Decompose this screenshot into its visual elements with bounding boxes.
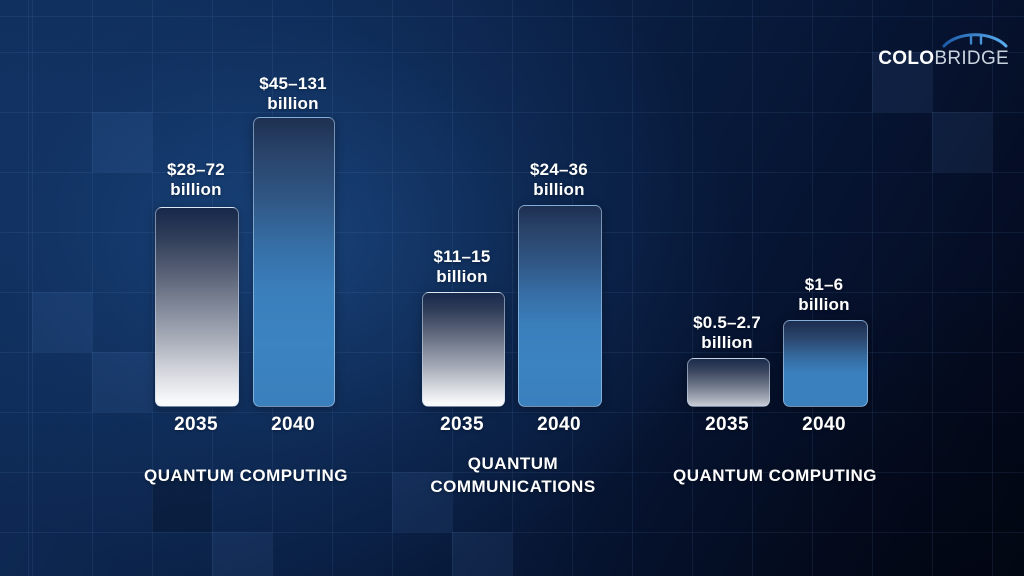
quantum-computing2-2035-bar [687, 358, 770, 407]
decorative-mosaic-square [932, 412, 992, 472]
logo-text-colo: COLO [878, 48, 935, 69]
quantum-communications-2040-bar [518, 205, 602, 407]
colobridge-logo: COLOBRIDGE [878, 28, 1009, 69]
quantum-computing2-2040-bar [783, 320, 868, 407]
value-label-quantum-communications-2040: $24–36 billion [530, 160, 588, 199]
value-label-quantum-computing2-2040: $1–6 billion [798, 275, 850, 314]
decorative-mosaic-square [212, 532, 272, 576]
value-label-quantum-computing2-2035: $0.5–2.7 billion [693, 313, 761, 352]
group-caption-quantum-communications: QUANTUM COMMUNICATIONS [430, 454, 596, 496]
quantum-computing-2040-bar [253, 117, 335, 407]
year-label-quantum-communications-2040: 2040 [537, 414, 581, 435]
quantum-communications-2035-bar [422, 292, 505, 407]
decorative-mosaic-square [32, 292, 92, 352]
decorative-mosaic-square [932, 112, 992, 172]
decorative-mosaic-square [452, 532, 512, 576]
year-label-quantum-computing-2040: 2040 [271, 414, 315, 435]
decorative-mosaic-square [92, 352, 152, 412]
decorative-mosaic-square [992, 532, 1024, 576]
value-label-quantum-computing-2035: $28–72 billion [167, 160, 225, 199]
group-caption-quantum-computing: QUANTUM COMPUTING [144, 466, 348, 485]
year-label-quantum-communications-2035: 2035 [440, 414, 484, 435]
year-label-quantum-computing2-2035: 2035 [705, 414, 749, 435]
value-label-quantum-computing-2040: $45–131 billion [259, 74, 327, 113]
logo-text-bridge: BRIDGE [934, 48, 1009, 69]
year-label-quantum-computing2-2040: 2040 [802, 414, 846, 435]
value-label-quantum-communications-2035: $11–15 billion [433, 247, 491, 286]
bridge-arc-icon [942, 33, 1008, 48]
logo-wordmark: COLOBRIDGE [878, 49, 1009, 69]
quantum-computing-2035-bar [155, 207, 239, 407]
year-label-quantum-computing-2035: 2035 [174, 414, 218, 435]
group-caption-quantum-computing2: QUANTUM COMPUTING [673, 466, 877, 485]
